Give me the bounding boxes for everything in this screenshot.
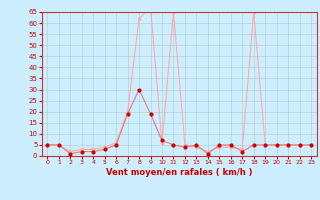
X-axis label: Vent moyen/en rafales ( km/h ): Vent moyen/en rafales ( km/h ) — [106, 168, 252, 177]
